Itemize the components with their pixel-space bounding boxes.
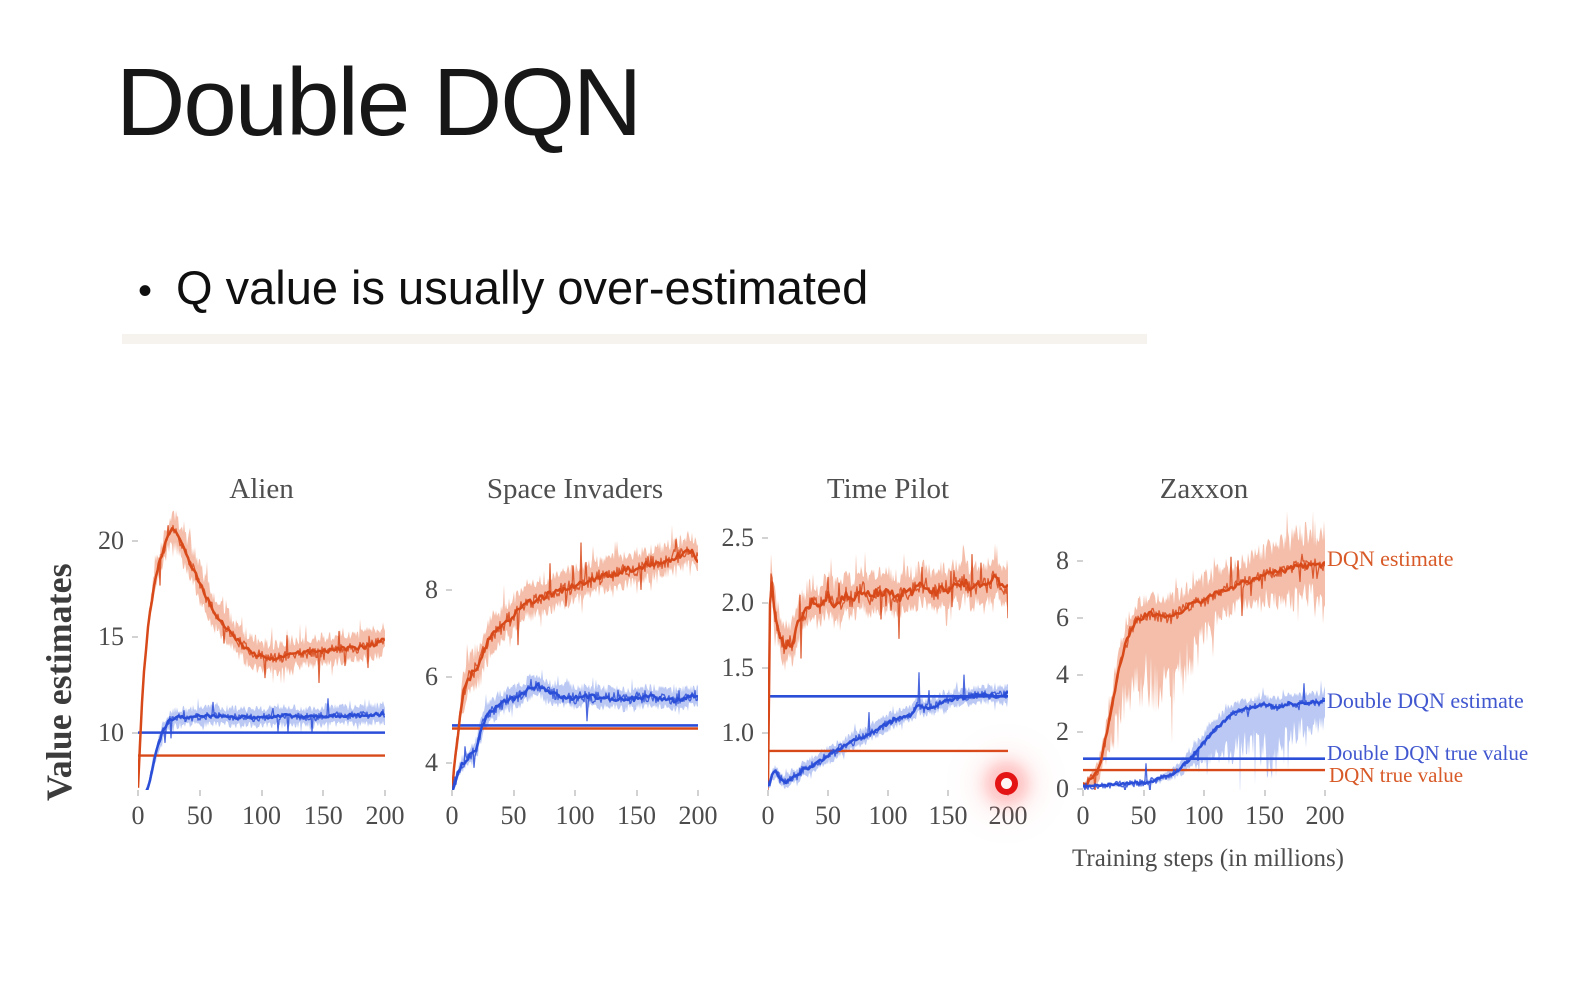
x-tick-label: 50 — [1130, 801, 1157, 830]
y-tick-mark — [762, 731, 768, 734]
x-tick-label: 200 — [365, 801, 405, 830]
y-tick-label: 4 — [1056, 659, 1069, 689]
y-tick-label: 4 — [425, 748, 438, 778]
y-tick-label: 6 — [425, 661, 438, 691]
chart-title-time-pilot: Time Pilot — [826, 473, 950, 505]
chart-canvas-zaxxon — [1083, 505, 1325, 790]
y-tick-mark — [1077, 673, 1083, 676]
x-tick-mark — [827, 790, 829, 796]
y-tick-label: 10 — [98, 717, 124, 747]
legend-double-dqn-estimate: Double DQN estimate — [1327, 688, 1524, 713]
y-tick-mark — [132, 731, 138, 734]
chart-canvas-space-invaders — [452, 505, 698, 790]
x-tick-label: 0 — [131, 801, 145, 830]
x-tick-mark — [767, 790, 769, 796]
y-tick-mark — [1077, 787, 1083, 790]
x-tick-label: 100 — [555, 801, 595, 830]
y-tick-label: 2.5 — [721, 522, 755, 552]
slide-title: Double DQN — [116, 49, 642, 156]
x-tick-label: 200 — [1305, 801, 1345, 830]
x-tick-label: 100 — [242, 801, 281, 830]
bullet-marker: • — [138, 269, 153, 313]
x-tick-mark — [322, 790, 325, 796]
bullet-text: Q value is usually over-estimated — [176, 261, 869, 314]
legend-double-dqn-true-value: Double DQN true value — [1327, 741, 1529, 765]
x-tick-mark — [947, 790, 949, 796]
x-tick-label: 150 — [928, 801, 968, 830]
x-tick-mark — [384, 790, 386, 796]
y-tick-mark — [1077, 559, 1083, 562]
y-tick-label: 0 — [1056, 773, 1069, 803]
legend-dqn-estimate: DQN estimate — [1327, 546, 1454, 571]
y-tick-label: 6 — [1056, 602, 1069, 632]
x-tick-label: 150 — [1245, 801, 1284, 830]
x-tick-mark — [887, 790, 889, 796]
y-tick-label: 1.0 — [721, 717, 755, 747]
y-tick-mark — [762, 666, 768, 669]
x-tick-label: 150 — [617, 801, 656, 830]
y-tick-mark — [762, 601, 768, 604]
x-tick-label: 200 — [988, 801, 1028, 830]
legend-dqn-true-value: DQN true value — [1329, 763, 1464, 787]
x-tick-label: 100 — [1184, 801, 1224, 830]
y-tick-label: 2 — [1056, 716, 1069, 746]
x-tick-mark — [1324, 790, 1326, 796]
y-tick-mark — [1077, 616, 1083, 619]
x-tick-mark — [1082, 790, 1084, 796]
x-tick-mark — [697, 790, 699, 796]
bullet-item: • Q value is usually over-estimated — [138, 260, 868, 315]
y-tick-mark — [762, 536, 768, 539]
x-tick-mark — [1263, 790, 1266, 796]
y-tick-label: 15 — [98, 621, 124, 651]
x-tick-label: 50 — [500, 801, 527, 830]
y-tick-label: 2.0 — [721, 587, 755, 617]
x-tick-label: 0 — [761, 801, 775, 830]
y-axis-label: Value estimates — [39, 563, 79, 801]
x-tick-label: 0 — [445, 801, 459, 830]
x-axis-label: Training steps (in millions) — [1071, 845, 1344, 872]
y-tick-label: 1.5 — [721, 652, 755, 682]
chart-title-space-invaders: Space Invaders — [486, 473, 664, 505]
chart-canvas-time-pilot — [768, 505, 1008, 790]
y-tick-mark — [1077, 730, 1083, 733]
x-tick-mark — [198, 790, 201, 796]
y-tick-mark — [132, 540, 138, 543]
x-tick-mark — [512, 790, 515, 796]
x-tick-label: 50 — [186, 801, 213, 830]
x-tick-mark — [1142, 790, 1145, 796]
y-tick-label: 8 — [1056, 545, 1069, 575]
y-tick-label: 20 — [98, 526, 124, 556]
chart-canvas-alien — [138, 505, 385, 790]
laser-pointer-dot — [995, 772, 1018, 795]
artifact-smudge — [122, 334, 1147, 344]
y-tick-mark — [446, 762, 452, 765]
y-tick-mark — [132, 635, 138, 638]
x-tick-label: 100 — [868, 801, 908, 830]
chart-title-zaxxon: Zaxxon — [1159, 473, 1249, 505]
x-tick-label: 150 — [303, 801, 343, 830]
x-tick-label: 50 — [815, 801, 841, 830]
x-tick-label: 0 — [1076, 801, 1090, 830]
x-tick-mark — [635, 790, 638, 796]
x-tick-mark — [1203, 790, 1205, 796]
y-tick-mark — [446, 675, 452, 678]
y-tick-label: 8 — [425, 574, 438, 604]
x-tick-mark — [451, 790, 453, 796]
chart-title-alien: Alien — [229, 473, 294, 505]
x-tick-mark — [574, 790, 576, 796]
x-tick-label: 200 — [678, 801, 718, 830]
x-tick-mark — [260, 790, 263, 796]
y-tick-mark — [446, 588, 452, 591]
x-tick-mark — [137, 790, 139, 796]
